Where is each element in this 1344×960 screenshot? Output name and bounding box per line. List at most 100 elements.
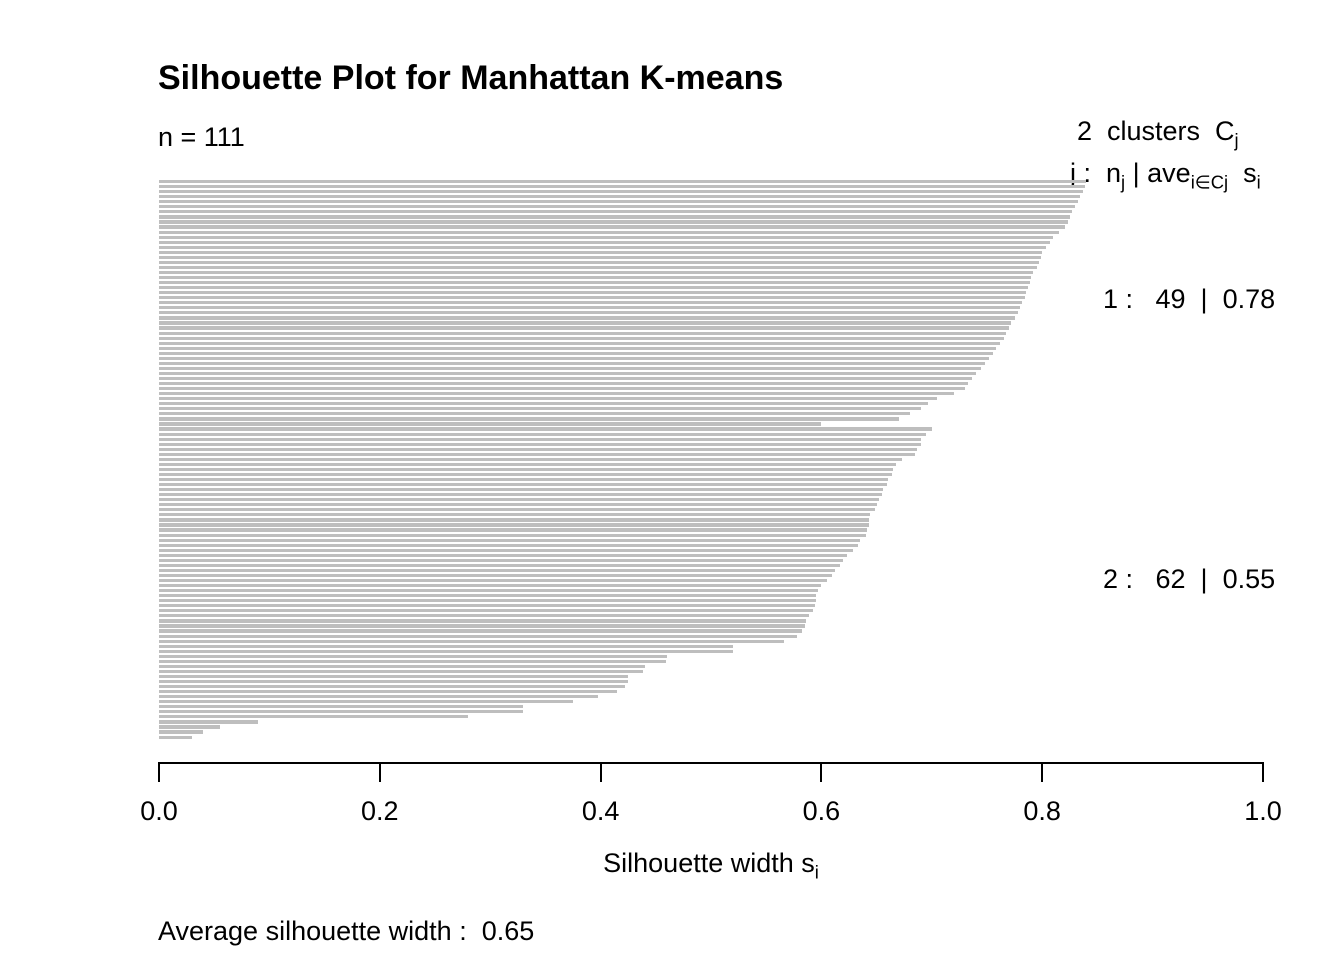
silhouette-bar-cluster-1	[159, 200, 1078, 204]
sample-size-label: n = 111	[158, 122, 245, 152]
chart-title: Silhouette Plot for Manhattan K-means	[158, 59, 784, 97]
silhouette-bar-cluster-2	[159, 553, 847, 557]
silhouette-bar-cluster-2	[159, 690, 618, 694]
silhouette-bar-cluster-1	[159, 185, 1086, 189]
silhouette-bar-cluster-2	[159, 427, 932, 431]
silhouette-bar-cluster-1	[159, 301, 1023, 305]
silhouette-bar-cluster-2	[159, 447, 918, 451]
silhouette-bar-cluster-1	[159, 255, 1042, 259]
silhouette-bar-cluster-2	[159, 508, 876, 512]
silhouette-bar-cluster-1	[159, 336, 1004, 340]
silhouette-bar-cluster-2	[159, 604, 815, 608]
silhouette-bar-cluster-2	[159, 654, 667, 658]
silhouette-bar-cluster-2	[159, 563, 841, 567]
silhouette-bar-cluster-1	[159, 417, 899, 421]
silhouette-bar-cluster-2	[159, 584, 822, 588]
silhouette-bar-cluster-1	[159, 195, 1080, 199]
silhouette-bar-cluster-2	[159, 513, 870, 517]
silhouette-bar-cluster-2	[159, 452, 916, 456]
silhouette-bar-cluster-1	[159, 275, 1032, 280]
x-axis-line	[158, 762, 1264, 764]
legend-formula-sub2: i∈Cj	[1190, 171, 1229, 193]
legend-formula: j : nj | avei∈Cj si	[1070, 158, 1261, 192]
silhouette-bar-cluster-2	[159, 548, 854, 552]
silhouette-bar-cluster-2	[159, 462, 897, 466]
silhouette-bar-cluster-2	[159, 639, 784, 643]
silhouette-bar-cluster-2	[159, 457, 902, 461]
silhouette-bar-cluster-1	[159, 382, 969, 386]
silhouette-bar-cluster-1	[159, 270, 1034, 275]
silhouette-bar-cluster-1	[159, 316, 1015, 320]
silhouette-bar-cluster-2	[159, 528, 867, 532]
silhouette-bar-cluster-1	[159, 376, 972, 381]
silhouette-bar-cluster-2	[159, 735, 193, 739]
silhouette-bar-cluster-1	[159, 397, 938, 401]
silhouette-bar-cluster-2	[159, 715, 469, 719]
legend-formula-part1: j : n	[1070, 158, 1122, 188]
silhouette-bar-cluster-2	[159, 488, 884, 492]
silhouette-bar-cluster-2	[159, 624, 805, 628]
silhouette-bar-cluster-1	[159, 250, 1043, 254]
silhouette-bar-cluster-2	[159, 589, 819, 593]
silhouette-bar-cluster-2	[159, 614, 810, 618]
legend-formula-part2: | ave	[1125, 158, 1191, 188]
silhouette-bar-cluster-1	[159, 356, 990, 360]
silhouette-bar-cluster-1	[159, 190, 1084, 194]
x-axis-tick	[820, 764, 823, 782]
silhouette-bar-cluster-2	[159, 538, 861, 542]
x-axis-tick-label: 0.4	[581, 796, 620, 826]
silhouette-bar-cluster-2	[159, 518, 869, 522]
silhouette-bar-cluster-1	[159, 341, 1001, 345]
silhouette-bar-cluster-1	[159, 220, 1068, 224]
silhouette-bar-cluster-2	[159, 483, 887, 487]
silhouette-bar-cluster-2	[159, 432, 927, 436]
silhouette-bar-cluster-2	[159, 679, 629, 684]
silhouette-bar-cluster-1	[159, 392, 954, 396]
silhouette-bar-cluster-1	[159, 351, 993, 355]
silhouette-bar-cluster-2	[159, 573, 833, 578]
x-axis-tick-label: 0.0	[140, 796, 178, 826]
silhouette-bar-cluster-1	[159, 402, 929, 406]
silhouette-bar-cluster-1	[159, 230, 1059, 234]
x-axis-tick-label: 0.6	[802, 796, 841, 826]
legend-formula-part3: s	[1228, 158, 1257, 188]
legend-formula-sub1: j	[1121, 171, 1126, 193]
x-axis-tick-label: 1.0	[1244, 796, 1282, 826]
x-axis-tick	[158, 764, 160, 782]
silhouette-bar-cluster-1	[159, 371, 976, 376]
silhouette-bar-cluster-1	[159, 235, 1054, 239]
silhouette-bar-cluster-2	[159, 594, 816, 598]
silhouette-bar-cluster-2	[159, 599, 816, 603]
silhouette-bar-cluster-1	[159, 215, 1070, 219]
silhouette-bar-cluster-2	[159, 730, 204, 734]
silhouette-bar-cluster-2	[159, 568, 835, 573]
silhouette-bar-cluster-2	[159, 533, 866, 537]
silhouette-bar-cluster-2	[159, 578, 827, 583]
silhouette-bar-cluster-1	[159, 331, 1006, 335]
silhouette-bar-cluster-2	[159, 634, 798, 638]
silhouette-bar-cluster-1	[159, 422, 822, 426]
silhouette-bar-cluster-2	[159, 477, 888, 482]
silhouette-bar-cluster-1	[159, 387, 965, 391]
cluster-1-summary-label: 1 : 49 | 0.78	[1103, 284, 1276, 314]
cluster-2-summary-label: 2 : 62 | 0.55	[1103, 564, 1276, 594]
x-axis-title-sub: i	[814, 861, 819, 883]
silhouette-bar-cluster-2	[159, 659, 666, 663]
silhouette-bars-layer	[159, 180, 1263, 742]
legend-formula-sub3: i	[1256, 171, 1261, 193]
legend-cluster-count-sub: j	[1234, 129, 1239, 151]
legend-cluster-count: 2 clusters Cj	[1077, 118, 1239, 150]
silhouette-bar-cluster-2	[159, 493, 883, 497]
silhouette-bar-cluster-2	[159, 558, 844, 562]
silhouette-bar-cluster-1	[159, 321, 1012, 325]
silhouette-bar-cluster-2	[159, 619, 806, 623]
x-axis-tick	[1262, 764, 1264, 782]
silhouette-bar-cluster-1	[159, 210, 1072, 214]
silhouette-bar-cluster-1	[159, 326, 1010, 330]
x-axis-title: Silhouette width si	[159, 850, 1263, 882]
silhouette-bar-cluster-1	[159, 296, 1025, 300]
average-silhouette-width-label: Average silhouette width : 0.65	[158, 916, 535, 946]
x-axis-tick	[378, 764, 381, 782]
silhouette-bar-cluster-1	[159, 180, 1087, 184]
silhouette-bar-cluster-2	[159, 700, 573, 704]
